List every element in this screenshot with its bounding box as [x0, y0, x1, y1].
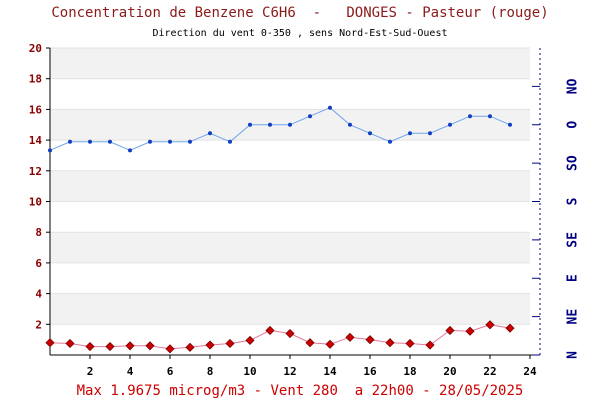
wind-direction-line — [49, 107, 511, 151]
series-points — [45, 105, 515, 354]
wind-direction-point — [148, 139, 152, 144]
benzene-point — [145, 341, 155, 351]
benzene-point — [345, 332, 355, 342]
benzene-point — [85, 341, 95, 352]
x-tick-label: 24 — [523, 365, 537, 378]
wind-direction-point — [188, 139, 192, 144]
left-tick-label: 8 — [35, 226, 42, 239]
x-tick-label: 20 — [443, 365, 456, 378]
chart-subtitle: Direction du vent 0-350 , sens Nord-Est-… — [152, 28, 448, 39]
wind-direction-point — [208, 131, 212, 136]
right-tick-label: E — [566, 274, 581, 282]
wind-direction-point — [308, 114, 312, 119]
left-axis-ticks: 2 4 6 8 10 12 14 16 18 20 — [29, 42, 50, 331]
left-tick-label: 6 — [35, 257, 42, 270]
wind-direction-point — [468, 114, 472, 119]
x-axis-ticks: 2 4 6 8 10 12 14 16 18 20 22 24 — [87, 355, 537, 378]
left-tick-label: 10 — [29, 196, 42, 209]
wind-direction-point — [128, 148, 132, 153]
benzene-point — [325, 339, 335, 349]
left-tick-label: 2 — [35, 318, 42, 331]
x-tick-label: 12 — [283, 365, 296, 378]
right-tick-label: SE — [566, 232, 581, 248]
wind-direction-point — [388, 139, 392, 144]
right-tick-label: N — [566, 351, 581, 359]
wind-direction-point — [408, 131, 412, 136]
grid-bands — [50, 47, 530, 325]
benzene-point — [405, 338, 415, 349]
benzene-point — [65, 338, 75, 349]
benzene-point — [265, 325, 275, 336]
x-tick-label: 10 — [243, 365, 256, 378]
wind-direction-point — [88, 139, 92, 144]
benzene-point — [425, 340, 435, 350]
x-tick-label: 2 — [87, 365, 94, 378]
right-tick-label: SO — [566, 155, 581, 171]
grid-band — [50, 170, 530, 202]
benzene-point — [505, 323, 515, 333]
left-tick-label: 4 — [35, 288, 42, 301]
benzene-point — [165, 344, 175, 354]
grid-band — [50, 48, 530, 79]
x-tick-label: 4 — [127, 365, 134, 378]
benzene-point — [365, 335, 375, 345]
grid-band — [50, 293, 530, 325]
wind-direction-point — [68, 139, 72, 144]
wind-direction-point — [368, 131, 372, 136]
benzene-point — [385, 338, 395, 348]
wind-direction-point — [348, 122, 352, 127]
left-tick-label: 20 — [29, 42, 42, 55]
right-tick-label: S — [566, 197, 581, 205]
wind-direction-point — [288, 122, 292, 127]
benzene-point — [45, 338, 55, 348]
benzene-point — [245, 335, 255, 345]
x-tick-label: 16 — [363, 365, 377, 378]
benzene-point — [105, 341, 115, 352]
benzene-point — [305, 338, 315, 348]
benzene-point — [445, 325, 455, 336]
right-axis-ticks: N NE E SE S SO O NO — [532, 78, 581, 359]
x-tick-label: 18 — [403, 365, 416, 378]
benzene-point — [285, 328, 295, 339]
x-tick-label: 6 — [167, 365, 174, 378]
left-tick-label: 14 — [29, 134, 43, 147]
wind-direction-point — [228, 139, 232, 144]
wind-direction-point — [508, 122, 512, 127]
left-tick-label: 16 — [29, 103, 43, 116]
benzene-line — [49, 324, 511, 350]
right-tick-label: O — [566, 121, 581, 129]
right-tick-label: NO — [566, 78, 581, 94]
left-tick-label: 12 — [29, 165, 42, 178]
wind-direction-point — [268, 122, 272, 127]
benzene-point — [125, 341, 135, 351]
benzene-point — [205, 340, 215, 350]
wind-direction-point — [168, 139, 172, 144]
benzene-point — [485, 320, 495, 330]
chart-footer: Max 1.9675 microg/m3 - Vent 280 a 22h00 … — [76, 383, 524, 399]
wind-direction-point — [488, 114, 492, 119]
x-tick-label: 22 — [483, 365, 496, 378]
grid-band — [50, 232, 530, 263]
wind-direction-point — [108, 139, 112, 144]
benzene-point — [185, 342, 195, 352]
chart-title: Concentration de Benzene C6H6 - DONGES -… — [51, 5, 549, 21]
wind-direction-point — [328, 105, 332, 110]
right-tick-label: NE — [566, 309, 581, 325]
wind-direction-point — [248, 122, 252, 127]
x-tick-label: 8 — [207, 365, 214, 378]
benzene-point — [465, 326, 475, 336]
benzene-point — [225, 338, 235, 349]
x-tick-label: 14 — [323, 365, 337, 378]
left-tick-label: 18 — [29, 73, 42, 86]
wind-direction-point — [428, 131, 432, 136]
wind-direction-point — [448, 122, 452, 127]
wind-direction-point — [48, 148, 52, 153]
